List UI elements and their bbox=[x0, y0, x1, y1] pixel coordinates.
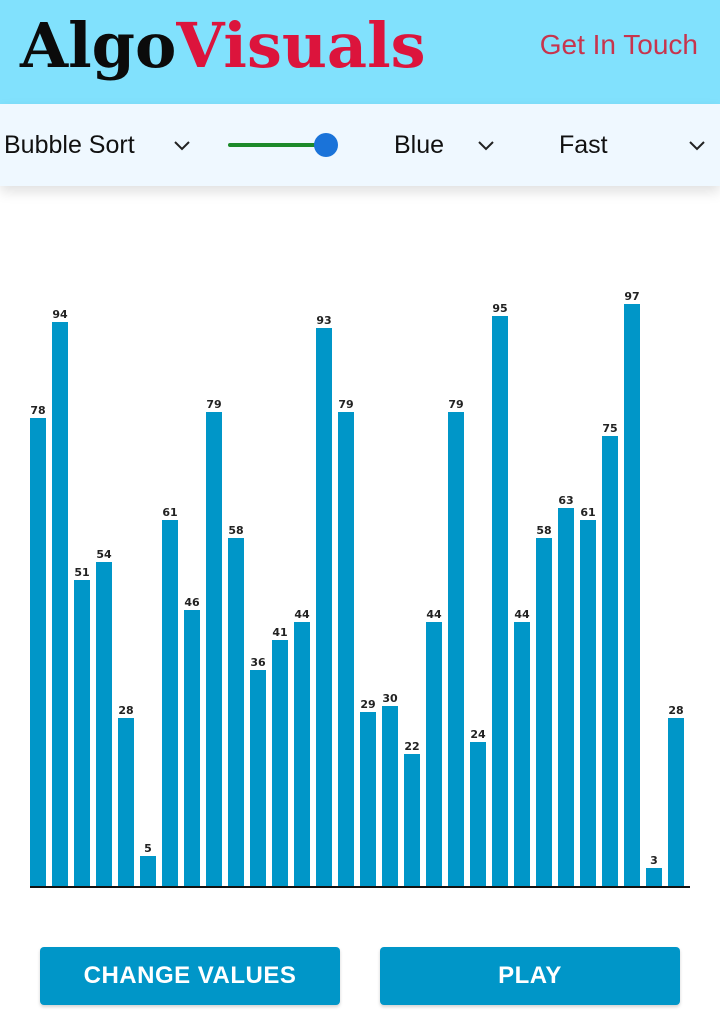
bar-9 bbox=[206, 412, 222, 886]
bar-value-label: 61 bbox=[162, 506, 177, 519]
algorithm-select-value: Bubble Sort bbox=[4, 130, 135, 159]
bar-24 bbox=[536, 538, 552, 886]
bar-5 bbox=[118, 718, 134, 886]
bar-value-label: 44 bbox=[514, 608, 530, 621]
bar-value-label: 95 bbox=[492, 302, 507, 315]
bar-26 bbox=[580, 520, 596, 886]
bar-value-label: 3 bbox=[650, 854, 658, 867]
bar-6 bbox=[140, 856, 156, 886]
bar-value-label: 61 bbox=[580, 506, 595, 519]
logo-text-visuals: Visuals bbox=[176, 9, 426, 82]
change-values-button[interactable]: CHANGE VALUES bbox=[40, 947, 340, 1005]
bar-value-label: 5 bbox=[144, 842, 152, 855]
app-header: AlgoVisuals Get In Touch bbox=[0, 0, 720, 104]
bar-18 bbox=[404, 754, 420, 886]
bar-4 bbox=[96, 562, 112, 886]
bar-value-label: 79 bbox=[206, 398, 221, 411]
bar-value-label: 94 bbox=[52, 308, 68, 321]
logo-text-algo: Algo bbox=[20, 9, 177, 82]
bar-value-label: 79 bbox=[338, 398, 353, 411]
controls-toolbar: Bubble Sort Blue Fast bbox=[0, 104, 720, 186]
bar-21 bbox=[470, 742, 486, 886]
bar-14 bbox=[316, 328, 332, 886]
bar-22 bbox=[492, 316, 508, 886]
bar-value-label: 93 bbox=[316, 314, 331, 327]
bar-13 bbox=[294, 622, 310, 886]
bar-value-label: 36 bbox=[250, 656, 266, 669]
bar-8 bbox=[184, 610, 200, 886]
color-select-value: Blue bbox=[394, 130, 445, 159]
slider-thumb[interactable] bbox=[314, 133, 338, 157]
bar-value-label: 58 bbox=[228, 524, 243, 537]
bar-value-label: 63 bbox=[558, 494, 573, 507]
bar-value-label: 24 bbox=[470, 728, 486, 741]
bar-value-label: 75 bbox=[602, 422, 617, 435]
bar-value-label: 41 bbox=[272, 626, 287, 639]
bar-28 bbox=[624, 304, 640, 886]
color-select[interactable]: Blue bbox=[394, 104, 498, 186]
slider-track bbox=[228, 143, 324, 147]
bar-value-label: 44 bbox=[426, 608, 442, 621]
get-in-touch-link[interactable]: Get In Touch bbox=[539, 29, 698, 60]
bar-17 bbox=[382, 706, 398, 886]
bar-11 bbox=[250, 670, 266, 886]
bar-value-label: 58 bbox=[536, 524, 551, 537]
bar-value-label: 30 bbox=[382, 692, 398, 705]
speed-select[interactable]: Fast bbox=[559, 104, 709, 186]
bar-value-label: 54 bbox=[96, 548, 112, 561]
bar-2 bbox=[52, 322, 68, 886]
play-button[interactable]: PLAY bbox=[380, 947, 680, 1005]
algorithm-select[interactable]: Bubble Sort bbox=[4, 104, 194, 186]
bar-value-label: 46 bbox=[184, 596, 200, 609]
bar-10 bbox=[228, 538, 244, 886]
bar-15 bbox=[338, 412, 354, 886]
speed-select-value: Fast bbox=[559, 130, 608, 159]
bar-value-label: 29 bbox=[360, 698, 375, 711]
bar-value-label: 28 bbox=[668, 704, 683, 717]
bar-30 bbox=[668, 718, 684, 886]
bar-12 bbox=[272, 640, 288, 886]
bar-value-label: 28 bbox=[118, 704, 133, 717]
bar-7 bbox=[162, 520, 178, 886]
chevron-down-icon bbox=[689, 141, 705, 151]
bar-3 bbox=[74, 580, 90, 886]
bar-value-label: 97 bbox=[624, 290, 639, 303]
bar-value-label: 78 bbox=[30, 404, 45, 417]
bar-25 bbox=[558, 508, 574, 886]
bar-value-label: 79 bbox=[448, 398, 463, 411]
array-size-slider[interactable] bbox=[226, 130, 342, 160]
bar-19 bbox=[426, 622, 442, 886]
bar-16 bbox=[360, 712, 376, 886]
bar-23 bbox=[514, 622, 530, 886]
bar-value-label: 22 bbox=[404, 740, 419, 753]
chevron-down-icon bbox=[478, 141, 494, 151]
bar-1 bbox=[30, 418, 46, 886]
app-logo[interactable]: AlgoVisuals bbox=[20, 6, 426, 86]
bar-20 bbox=[448, 412, 464, 886]
bar-value-label: 44 bbox=[294, 608, 310, 621]
bar-chart: 78 94 51 54 28 5 61 46 79 58 36 41 44 93 79 29 30 22 44 79 2… bbox=[30, 290, 690, 888]
bar-27 bbox=[602, 436, 618, 886]
bar-value-label: 51 bbox=[74, 566, 89, 579]
chevron-down-icon bbox=[174, 141, 190, 151]
bar-29 bbox=[646, 868, 662, 886]
